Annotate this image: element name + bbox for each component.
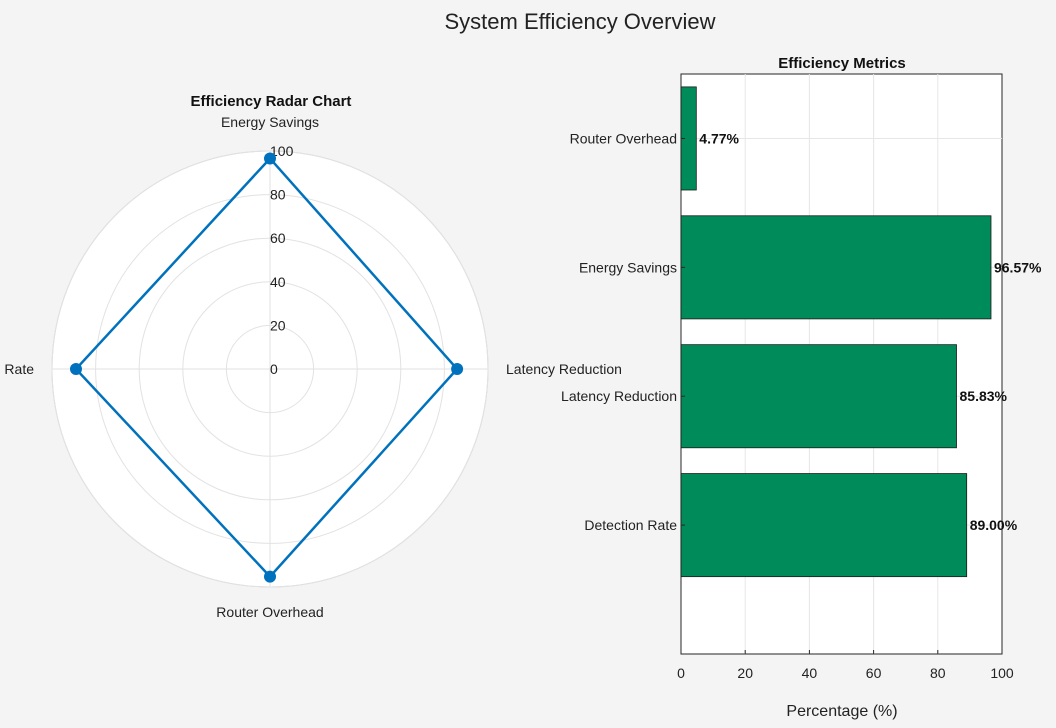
radar-r-tick-label: 40 bbox=[270, 274, 286, 290]
bar-title: Efficiency Metrics bbox=[778, 55, 906, 72]
radar-point-latency-reduction bbox=[451, 363, 464, 375]
bar-category-label-energy-savings: Energy Savings bbox=[579, 259, 677, 275]
bar-x-tick-label: 80 bbox=[930, 665, 946, 681]
radar-category-label-energy-savings: Energy Savings bbox=[221, 114, 319, 130]
radar-r-tick-labels: 0 20 40 60 80 100 bbox=[270, 143, 294, 377]
radar-r-tick-label: 60 bbox=[270, 230, 286, 246]
bar-x-tick-label: 20 bbox=[737, 665, 753, 681]
bar-category-label-detection-rate: Detection Rate bbox=[584, 517, 677, 533]
bar-data-label-router-overhead: 4.77% bbox=[699, 130, 739, 146]
bar-x-tick-label: 100 bbox=[990, 665, 1014, 681]
radar-category-labels: Energy Savings Latency Reduction Router Ov… bbox=[0, 114, 622, 620]
bar-data-labels: 89.00% 85.83% 96.57% 4.77% bbox=[699, 130, 1042, 533]
radar-point-energy-savings bbox=[264, 152, 276, 165]
bar-x-tick-label: 40 bbox=[802, 665, 818, 681]
bar-detection-rate bbox=[680, 473, 968, 578]
radar-point-router-overhead bbox=[264, 570, 276, 583]
bar-data-label-energy-savings: 96.57% bbox=[994, 259, 1042, 275]
radar-r-tick-label: 100 bbox=[270, 143, 294, 159]
bar-data-label-detection-rate: 89.00% bbox=[970, 517, 1018, 533]
radar-r-tick-label: 80 bbox=[270, 187, 286, 203]
bar-x-tick-labels: 0 20 40 60 80 100 bbox=[677, 650, 1014, 681]
radar-chart: Efficiency Radar Chart 0 20 40 60 80 100 Ener… bbox=[0, 93, 622, 620]
radar-category-label-router-overhead: Router Overhead bbox=[216, 604, 323, 620]
bar-category-labels: Detection Rate Latency Reduction Energy Sa… bbox=[561, 130, 685, 533]
radar-category-label-latency-reduction: Latency Reduction bbox=[506, 361, 622, 377]
bar-x-tick-label: 60 bbox=[866, 665, 882, 681]
radar-title: Efficiency Radar Chart bbox=[191, 93, 352, 110]
figure-title: System Efficiency Overview bbox=[444, 9, 715, 34]
radar-grid bbox=[51, 150, 489, 588]
bar-x-tick-label: 0 bbox=[677, 665, 685, 681]
bar-marks bbox=[680, 86, 992, 578]
bar-chart: Efficiency Metrics 89.00% 85.83% 96.57% 4.7… bbox=[561, 55, 1042, 720]
radar-r-tick-label: 0 bbox=[270, 361, 278, 377]
bar-xlabel: Percentage (%) bbox=[786, 703, 897, 720]
radar-category-label-detection-rate: Detection Rate bbox=[0, 361, 34, 377]
radar-r-tick-label: 20 bbox=[270, 317, 286, 333]
bar-energy-savings bbox=[680, 215, 992, 320]
bar-latency-reduction bbox=[680, 344, 957, 449]
radar-point-detection-rate bbox=[69, 363, 82, 375]
bar-data-label-latency-reduction: 85.83% bbox=[960, 388, 1008, 404]
bar-category-label-router-overhead: Router Overhead bbox=[570, 130, 677, 146]
radar-series bbox=[69, 152, 464, 583]
bar-category-label-latency-reduction: Latency Reduction bbox=[561, 388, 677, 404]
